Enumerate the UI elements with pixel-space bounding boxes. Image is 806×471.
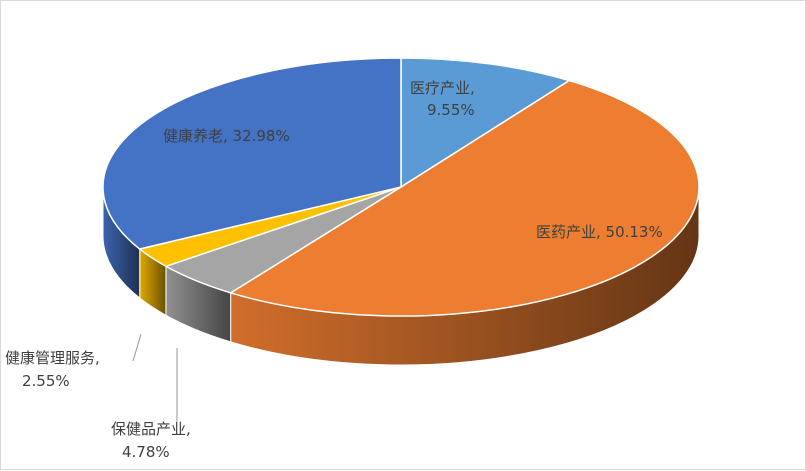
pie-sides (102, 186, 700, 366)
data-label-health-products-line1: 保健品产业, (111, 420, 191, 438)
data-label-health-management-line1: 健康管理服务, (5, 349, 100, 367)
data-label-pharma: 医药产业, 50.13% (536, 223, 663, 241)
data-label-medical-line1: 医疗产业, (410, 79, 475, 97)
leader-line-health-management (132, 333, 142, 362)
pie-slice-elderly-care (102, 57, 402, 250)
data-label-elderly-care: 健康养老, 32.98% (163, 127, 290, 145)
data-label-health-management-line2: 2.55% (22, 372, 70, 390)
data-label-health-products-line2: 4.78% (122, 443, 170, 461)
data-label-medical-line2: 9.55% (427, 101, 475, 119)
pie-tops (102, 57, 700, 317)
pie-slice-pharma (228, 79, 700, 317)
pie-slice-medical (400, 57, 572, 189)
